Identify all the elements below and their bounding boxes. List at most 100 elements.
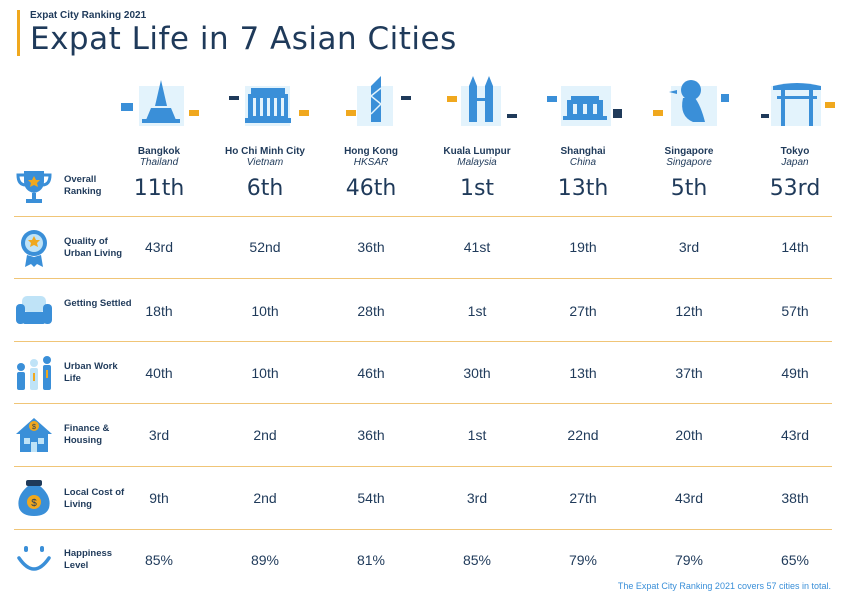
table-cell: 22nd (567, 427, 599, 443)
table-cell: 18th (145, 303, 173, 319)
table-cell: 43rd (780, 427, 810, 443)
table-cell: 81% (356, 552, 386, 568)
table-cell: 37th (675, 365, 703, 381)
table-cell: 30th (463, 365, 491, 381)
table-cell: 38th (781, 490, 809, 506)
city-country: HKSAR (353, 157, 389, 168)
row-divider (14, 466, 832, 467)
row-divider (14, 216, 832, 217)
header: Expat City Ranking 2021 Expat Life in 7 … (17, 10, 457, 56)
table-cell: 3rd (678, 239, 700, 255)
row-overall-ranking: Overall Ranking 11th 6th 46th 1st 13th 5… (14, 164, 832, 217)
tower-icon (346, 76, 411, 126)
table-cell: 27th (569, 490, 597, 506)
table-cell: 13th (557, 176, 609, 201)
city-tokyo: Tokyo Japan (742, 72, 845, 170)
table-cell: 49th (781, 365, 809, 381)
torii-icon (761, 83, 835, 126)
city-name: Bangkok (137, 146, 181, 157)
svg-text:$: $ (32, 424, 36, 431)
table-cell: 9th (149, 490, 169, 506)
city-ho-chi-minh: Ho Chi Minh City Vietnam (212, 72, 318, 170)
money-bag-icon: $ (18, 480, 50, 516)
city-country: Vietnam (246, 157, 284, 168)
table-cell: 10th (251, 365, 279, 381)
table-cell: 43rd (144, 239, 174, 255)
city-country: Japan (781, 157, 809, 168)
city-country: Thailand (139, 157, 179, 168)
page-title: Expat Life in 7 Asian Cities (30, 21, 457, 57)
footnote: The Expat City Ranking 2021 covers 57 ci… (617, 581, 831, 591)
city-name: Shanghai (560, 146, 606, 157)
table-cell: 2nd (253, 427, 277, 443)
table-cell: 20th (675, 427, 703, 443)
row-urban-work-life: Urban Work Life 40th 10th 46th 30th 13th… (14, 342, 832, 404)
city-name: Ho Chi Minh City (225, 146, 305, 157)
city-name: Singapore (664, 146, 714, 157)
table-cell: 10th (251, 303, 279, 319)
row-divider (14, 341, 832, 342)
table-cell: 11th (133, 176, 185, 201)
hall-icon (229, 86, 309, 126)
row-divider (14, 278, 832, 279)
medal-icon (21, 230, 47, 267)
row-label: Urban Work Life (64, 361, 118, 384)
row-getting-settled: Getting Settled 18th 10th 28th 1st 27th … (14, 279, 832, 342)
eyebrow: Expat City Ranking 2021 (30, 10, 147, 21)
table-cell: 79% (674, 552, 704, 568)
people-icon (17, 356, 51, 390)
table-cell: 53rd (769, 176, 821, 201)
city-name: Kuala Lumpur (443, 146, 511, 157)
table-cell: 12th (675, 303, 703, 319)
table-cell: 52nd (249, 239, 281, 255)
table-cell: 43rd (674, 490, 704, 506)
row-happiness-level: Happiness Level 85% 89% 81% 85% 79% 79% … (14, 530, 832, 588)
row-label: Overall Ranking (64, 174, 102, 197)
row-divider (14, 403, 832, 404)
temple-icon (121, 80, 199, 126)
table-cell: 57th (781, 303, 809, 319)
row-label: Getting Settled (64, 298, 132, 309)
table-cell: 3rd (148, 427, 170, 443)
table-cell: 3rd (466, 490, 488, 506)
city-singapore: Singapore Singapore (636, 72, 742, 170)
smiley-icon (17, 546, 51, 571)
table-cell: 19th (569, 239, 597, 255)
city-country: China (569, 157, 597, 168)
table-cell: 36th (357, 239, 385, 255)
table-cell: 41st (463, 239, 491, 255)
city-country: Malaysia (457, 157, 497, 168)
table-cell: 85% (144, 552, 174, 568)
row-label: Finance & Housing (64, 423, 110, 446)
table-cell: 14th (781, 239, 809, 255)
row-label: Local Cost of Living (64, 487, 125, 510)
armchair-icon (16, 296, 52, 324)
table-cell: 89% (250, 552, 280, 568)
city-shanghai: Shanghai China (530, 72, 636, 170)
table-cell: 40th (145, 365, 173, 381)
table-cell: 6th (246, 176, 284, 201)
trophy-icon (16, 171, 52, 203)
table-cell: 27th (569, 303, 597, 319)
table-cell: 5th (670, 176, 708, 201)
city-name: Tokyo (780, 146, 810, 157)
table-cell: 1st (467, 427, 487, 443)
row-local-cost-of-living: $ Local Cost of Living 9th 2nd 54th 3rd … (14, 467, 832, 530)
city-header-row: Bangkok Thailand Ho Chi Minh City Vietna… (106, 72, 845, 170)
row-divider (14, 529, 832, 530)
table-cell: 79% (568, 552, 598, 568)
twin-towers-icon (447, 76, 517, 126)
city-country: Singapore (666, 157, 712, 168)
table-cell: 36th (357, 427, 385, 443)
table-cell: 65% (780, 552, 810, 568)
table-cell: 2nd (253, 490, 277, 506)
city-kuala-lumpur: Kuala Lumpur Malaysia (424, 72, 530, 170)
city-hong-kong: Hong Kong HKSAR (318, 72, 424, 170)
svg-text:$: $ (31, 498, 37, 509)
pavilion-icon (547, 86, 622, 126)
table-cell: 13th (569, 365, 597, 381)
table-cell: 85% (462, 552, 492, 568)
row-label: Happiness Level (64, 548, 113, 571)
table-cell: 46th (345, 176, 397, 201)
house-dollar-icon: $ (16, 418, 52, 452)
